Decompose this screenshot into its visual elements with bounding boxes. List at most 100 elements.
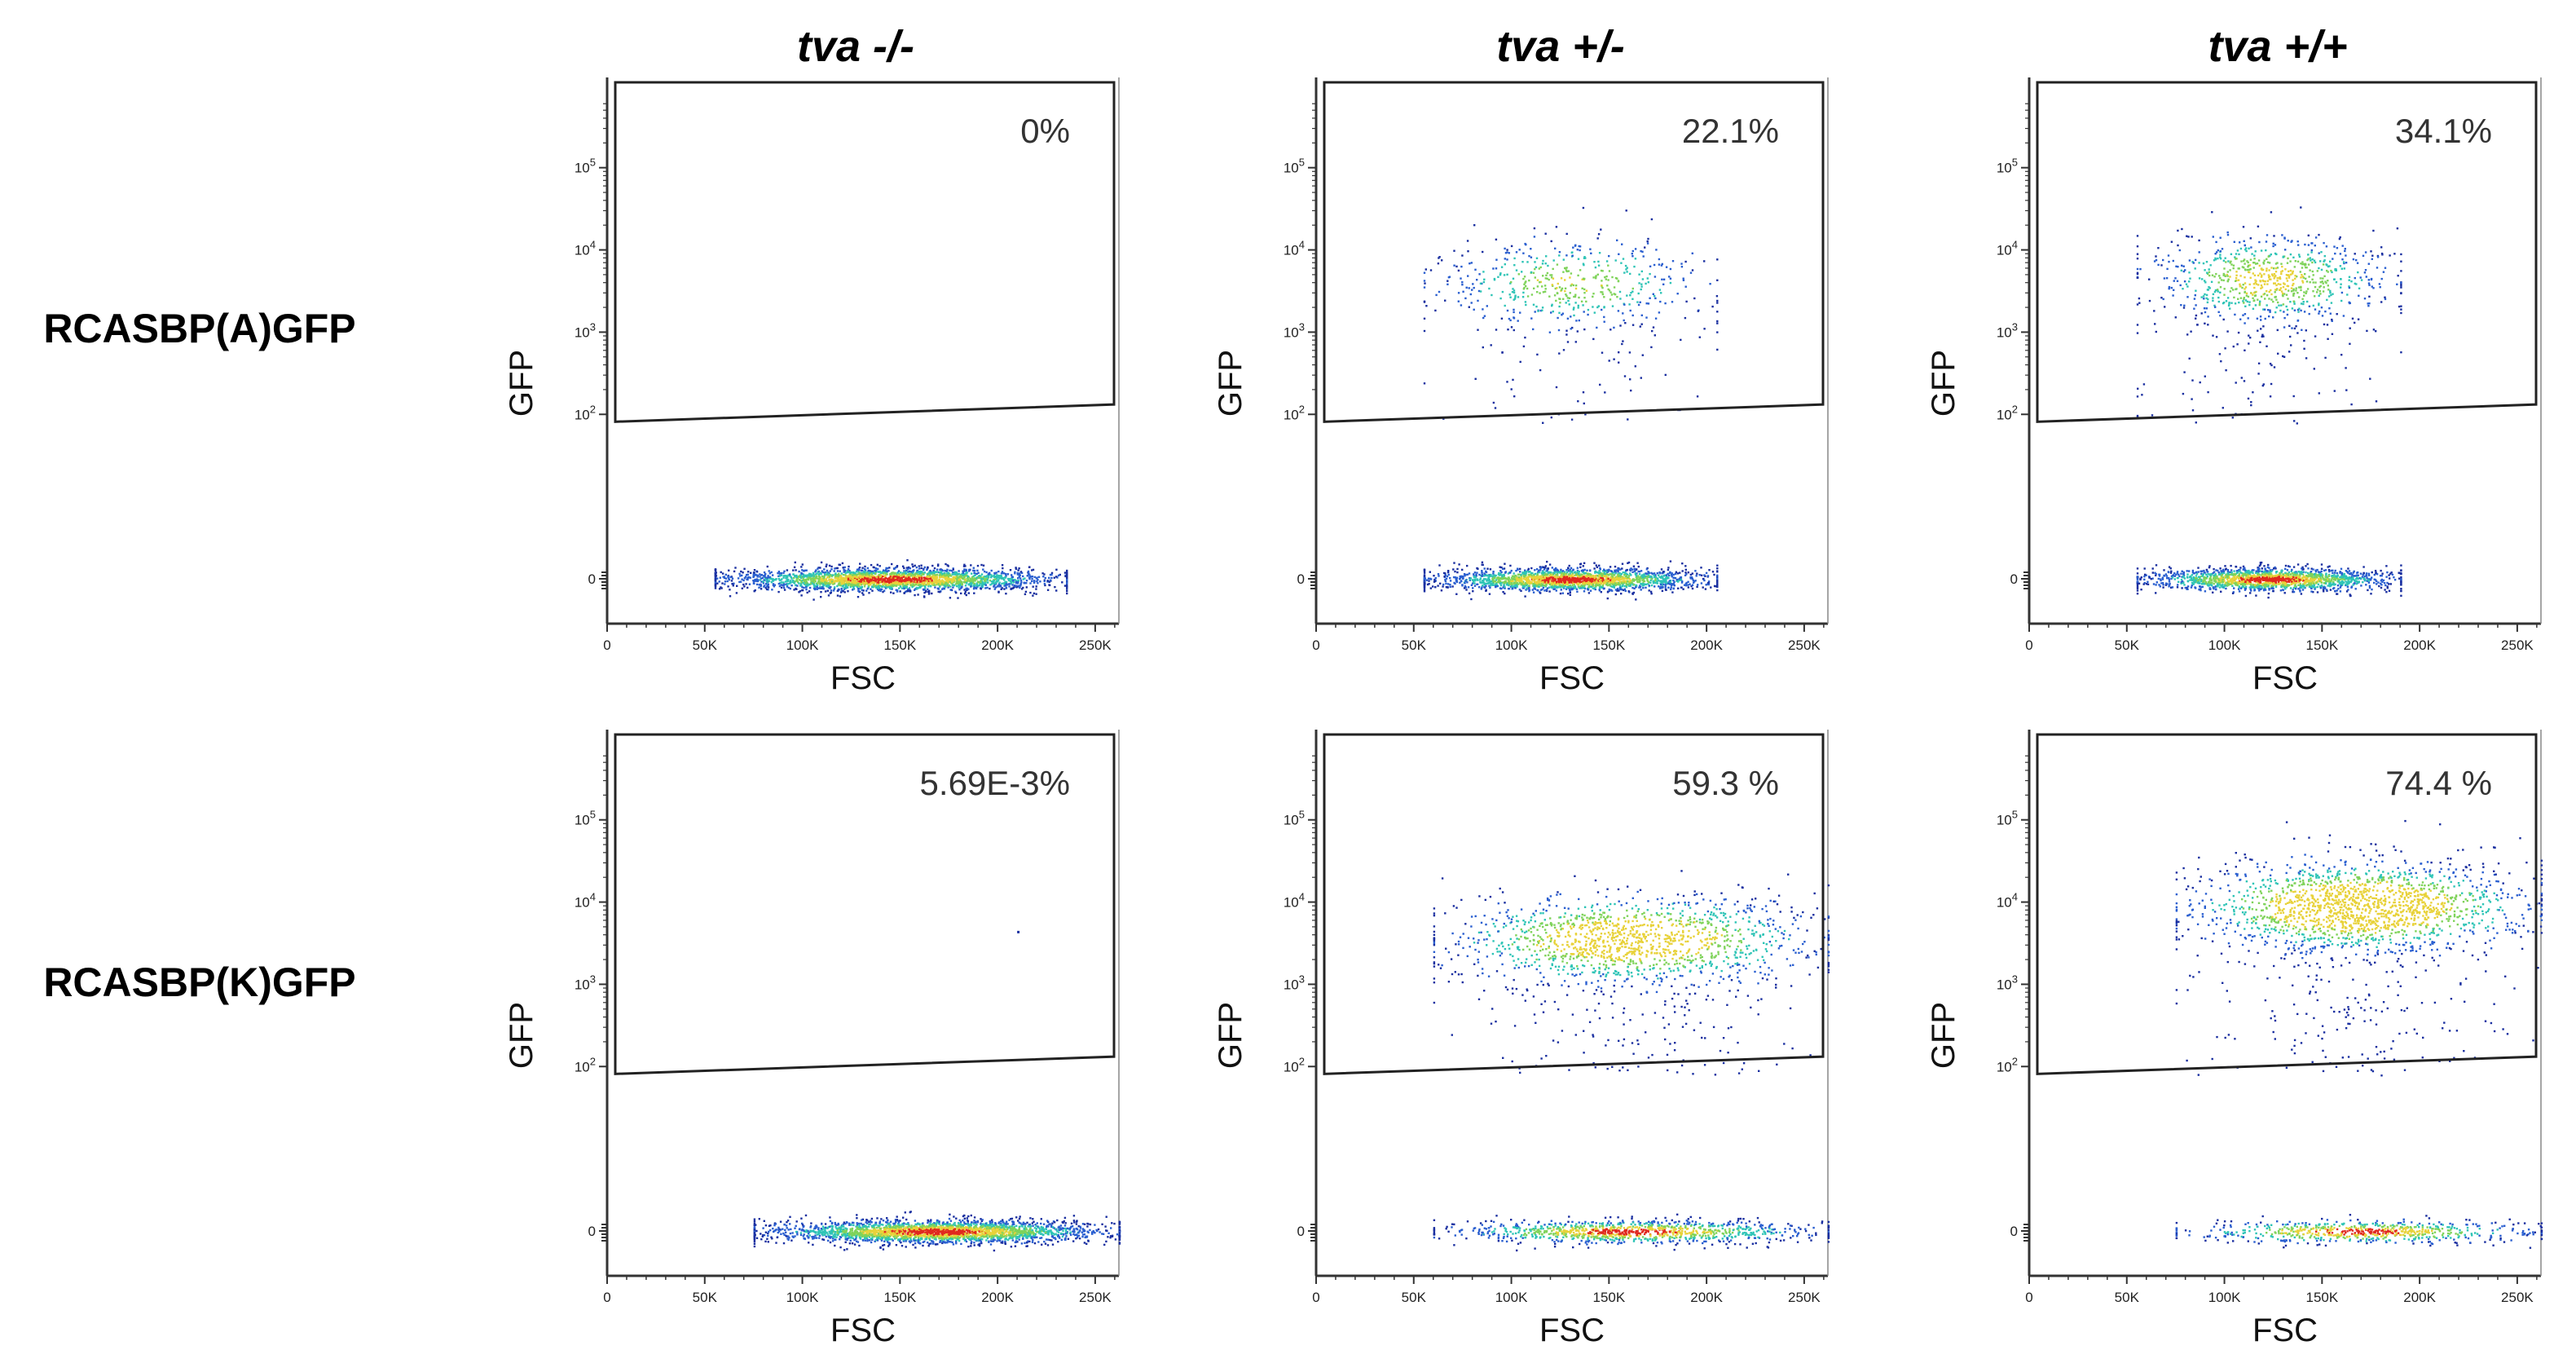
event-dot [1716,311,1719,313]
event-dot [746,578,748,580]
event-dot [1066,579,1068,581]
event-dot [1665,589,1667,591]
event-dot [843,577,845,580]
event-dot [1545,581,1548,584]
event-dot [896,578,898,580]
event-dot [903,567,905,570]
event-dot [792,580,795,582]
event-dot [1653,263,1656,267]
event-dot [1464,573,1467,576]
event-dot [1574,571,1577,573]
event-dot [1624,589,1627,593]
event-dot [1547,567,1549,570]
event-dot [896,589,899,592]
event-dot [855,571,858,573]
event-dot [1520,575,1522,577]
event-dot [1025,582,1028,585]
event-dot [1658,576,1661,578]
event-dot [1535,577,1538,580]
event-dot [1625,586,1628,589]
event-dot [1595,564,1597,567]
event-dot [767,585,769,587]
event-dot [1695,575,1698,577]
event-dot [1028,576,1031,579]
event-dot [911,581,914,584]
event-dot [892,584,895,586]
event-dot [936,579,939,582]
event-dot [1573,307,1575,309]
event-dot [939,573,942,576]
row-label-1: RCASBP(A)GFP [43,306,355,351]
event-dot [1500,574,1503,576]
event-dot [891,586,893,589]
event-dot [937,563,940,566]
event-dot [961,583,963,586]
event-dot [1466,581,1469,584]
event-dot [965,587,967,589]
event-dot [984,580,986,582]
event-dot [971,580,975,583]
event-dot [1543,285,1547,287]
event-dot [1605,570,1608,572]
event-dot [1473,573,1475,576]
event-dot [1518,582,1521,585]
event-dot [782,586,786,589]
event-dot [973,582,976,585]
event-dot [928,571,931,574]
event-dot [1571,572,1574,575]
event-dot [1584,577,1587,580]
event-dot [945,575,947,577]
event-dot [1577,583,1579,585]
event-dot [1592,580,1595,582]
event-dot [1640,575,1643,577]
event-dot [878,574,881,576]
column-title-3: tva +/+ [2208,22,2347,71]
event-dot [1539,575,1542,577]
event-dot [1470,262,1473,264]
event-dot [768,570,770,572]
event-dot [1587,585,1590,588]
event-dot [1574,576,1576,580]
event-dot [949,580,951,583]
event-dot [923,577,927,580]
event-dot [845,584,848,587]
event-dot [1694,580,1697,582]
event-dot [819,587,821,589]
event-dot [804,584,808,587]
event-dot [987,575,989,577]
event-dot [1583,590,1586,593]
event-dot [1601,580,1604,583]
event-dot [926,568,928,571]
event-dot [734,567,737,569]
event-dot [1510,576,1513,580]
event-dot [1035,577,1038,580]
event-dot [990,569,993,572]
event-dot [1599,567,1601,570]
event-dot [815,577,818,580]
event-dot [1445,586,1448,589]
event-dot [1682,279,1685,281]
event-dot [1690,576,1693,579]
event-dot [745,583,747,585]
event-dot [843,570,846,572]
event-dot [1662,583,1665,585]
event-dot [754,578,756,581]
y-axis-title: GFP [1213,350,1248,417]
event-dot [987,573,990,576]
event-dot [1576,574,1579,576]
event-dot [1567,567,1570,569]
event-dot [861,573,864,576]
event-dot [887,577,889,580]
event-dot [1617,576,1619,580]
event-dot [1528,279,1530,282]
event-dot [904,584,906,587]
event-dot [817,582,819,585]
event-dot [1461,284,1464,286]
event-dot [896,571,900,574]
event-dot [760,580,763,583]
event-dot [1625,268,1627,271]
event-dot [963,593,967,595]
event-dot [956,573,959,576]
event-dot [1661,572,1663,575]
event-dot [920,567,923,570]
